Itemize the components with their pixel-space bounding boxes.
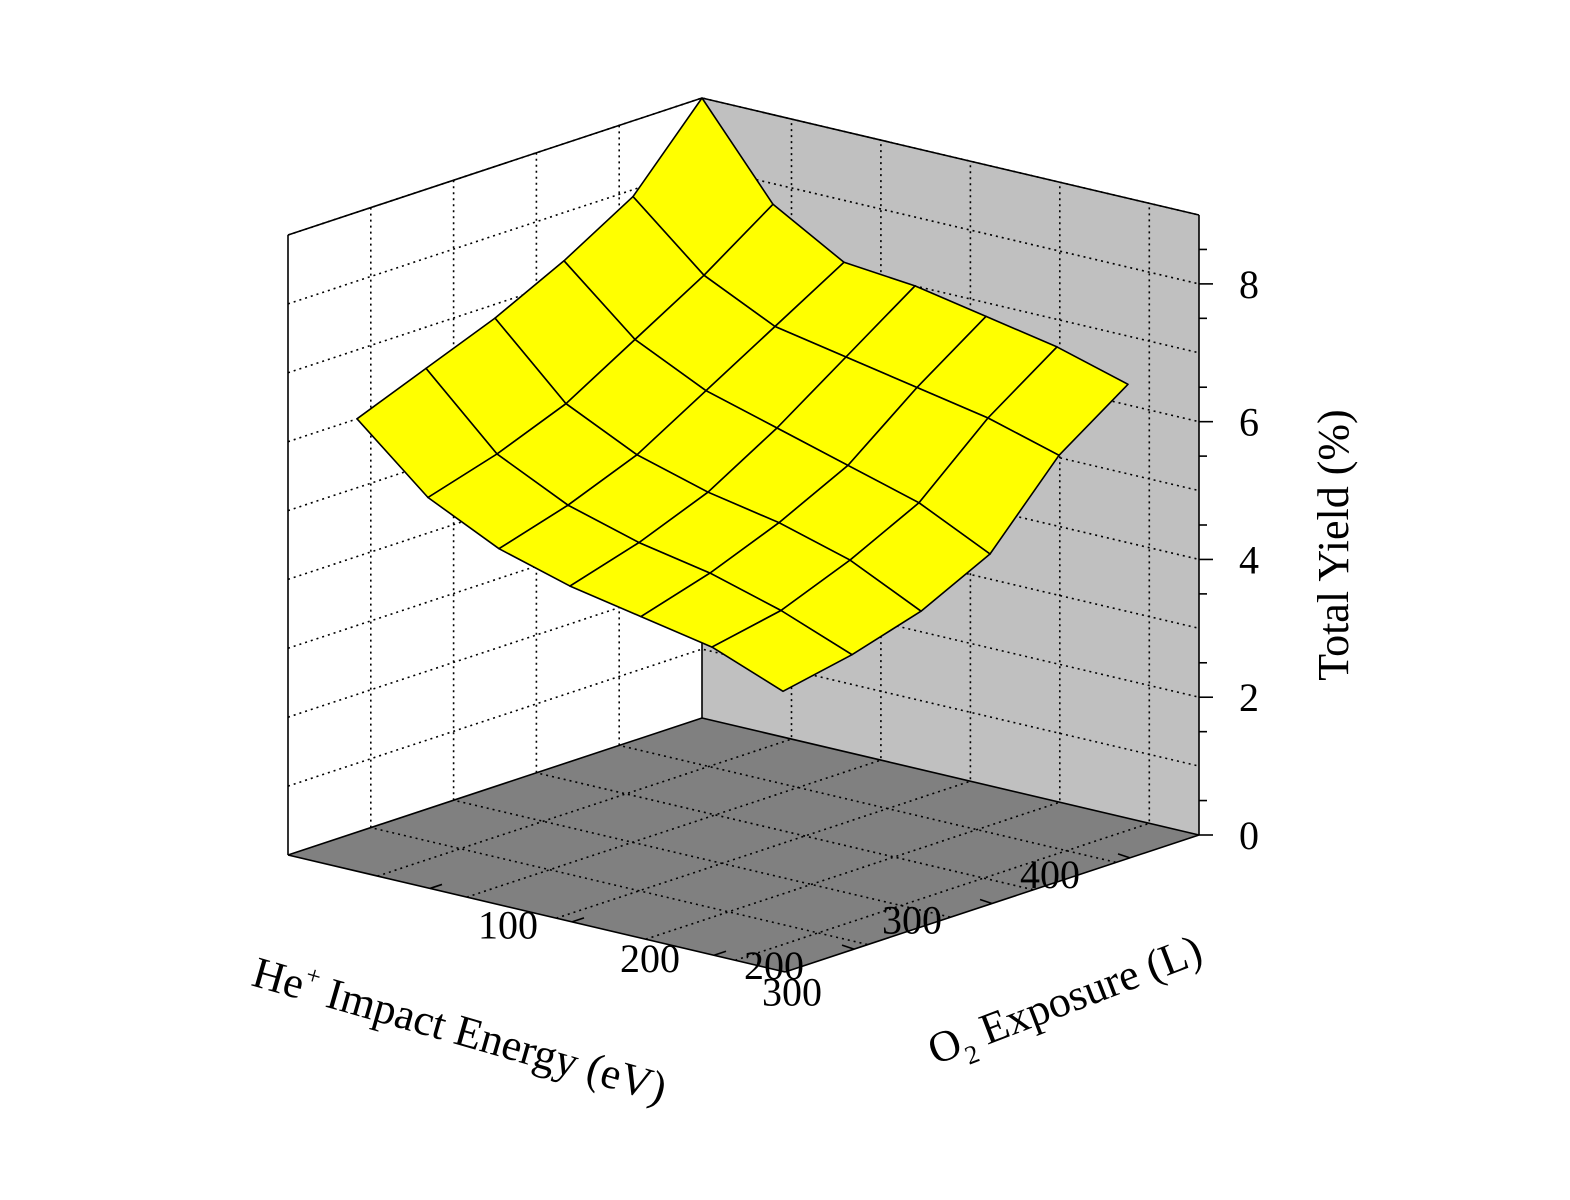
- yield-surface: [356, 97, 1129, 693]
- box-edge: [701, 717, 1200, 836]
- y-axis-title: O2 Exposure (L): [921, 925, 1211, 1082]
- z-tick-label: 4: [1239, 537, 1259, 582]
- y-tick-label: 300: [762, 969, 822, 1014]
- z-tick-label: 2: [1239, 675, 1259, 720]
- box-edge: [287, 854, 786, 973]
- x-axis-title: He+ Impact Energy (eV): [247, 946, 673, 1113]
- x-tick: [841, 944, 855, 950]
- box-edge: [701, 97, 1200, 216]
- x-tick-label: 400: [1020, 852, 1080, 897]
- box-edge: [287, 97, 703, 236]
- y-gridline: [377, 119, 793, 877]
- z-gridline: [287, 166, 1200, 305]
- tick-marks: [429, 248, 1213, 957]
- z-tick-label: 8: [1239, 262, 1259, 307]
- y-gridline: [556, 161, 972, 919]
- z-tick-label: 6: [1239, 400, 1259, 445]
- z-tick-label: 0: [1239, 813, 1259, 858]
- z-gridline: [287, 579, 1200, 718]
- x-tick-label: 300: [882, 898, 942, 943]
- y-tick: [713, 950, 727, 957]
- box-edge: [287, 717, 703, 856]
- z-gridline: [287, 510, 1200, 650]
- z-gridline: [287, 648, 1200, 787]
- x-tick: [979, 898, 993, 905]
- y-gridline: [466, 140, 882, 898]
- z-axis-title: Total Yield (%): [1309, 409, 1358, 680]
- z-gridline: [287, 441, 1200, 581]
- x-tick-label: 200: [744, 943, 804, 988]
- y-tick: [429, 883, 443, 890]
- z-gridline: [287, 234, 1200, 374]
- y-gridline: [645, 182, 1061, 940]
- y-tick: [571, 917, 585, 923]
- y-tick-label: 200: [620, 936, 680, 981]
- y-tick-label: 100: [478, 902, 538, 947]
- y-gridline: [735, 203, 1151, 962]
- x-tick: [1117, 853, 1131, 859]
- surface-patch: [711, 609, 853, 693]
